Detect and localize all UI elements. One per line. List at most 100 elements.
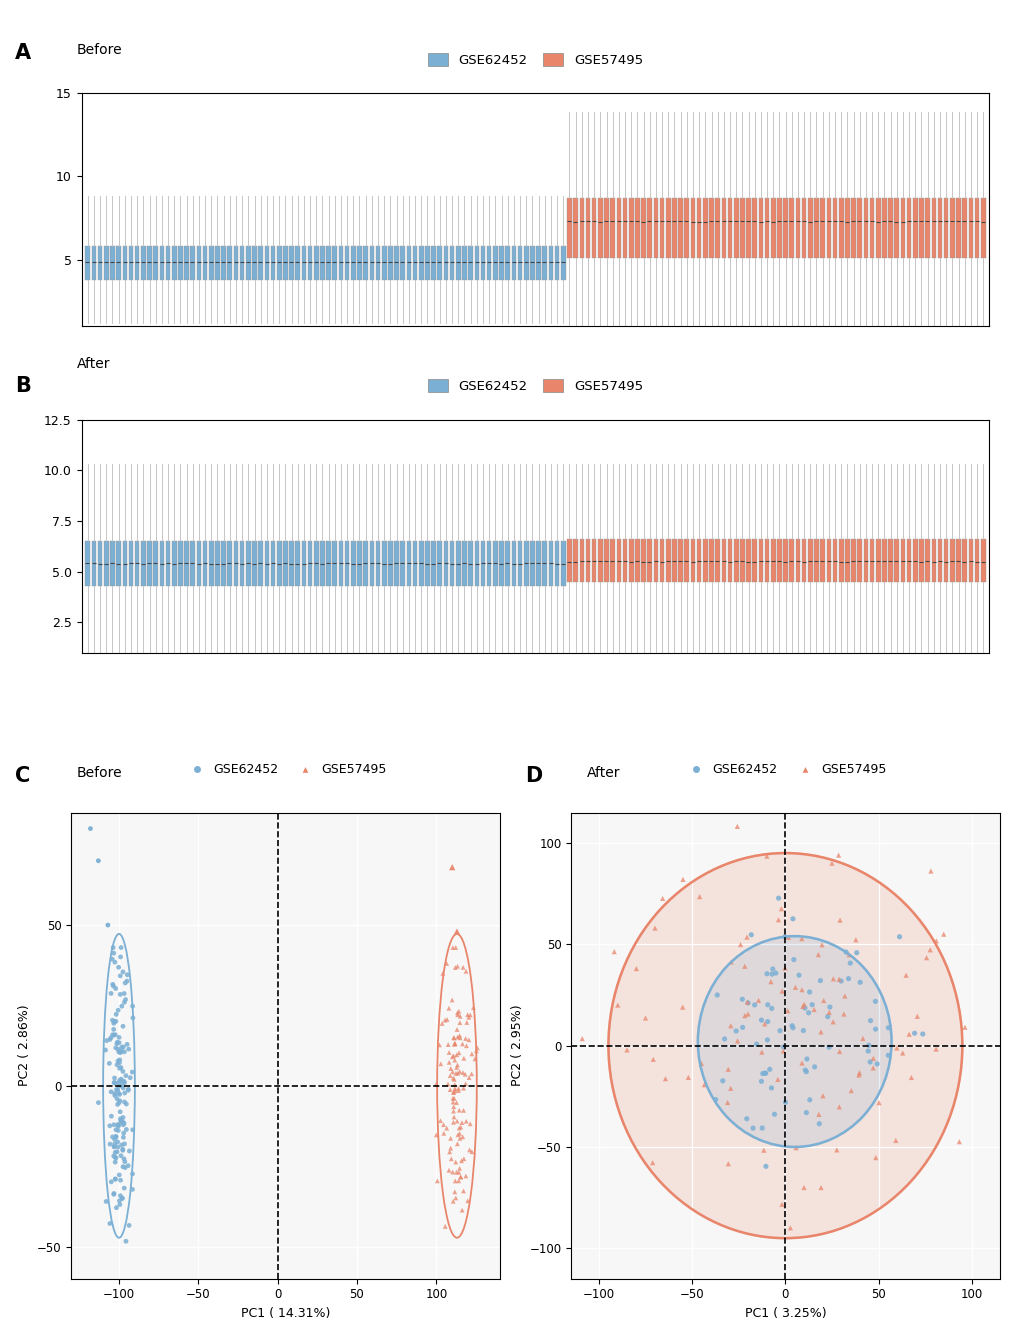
PathPatch shape [344,245,350,280]
Point [753,1042,769,1063]
Point [109,1079,125,1100]
PathPatch shape [585,539,590,582]
PathPatch shape [498,245,503,280]
Point [809,944,825,966]
Point [755,1139,771,1160]
Point [109,1094,125,1115]
Point [866,991,882,1012]
Point [111,1042,127,1063]
PathPatch shape [720,198,726,258]
Text: Before: Before [76,43,122,57]
PathPatch shape [387,541,392,586]
PathPatch shape [752,198,756,258]
Point [451,1027,468,1048]
PathPatch shape [629,198,633,258]
Point [442,1128,459,1150]
PathPatch shape [647,198,651,258]
Ellipse shape [697,936,891,1147]
Point [114,1060,130,1082]
Point [113,1111,129,1132]
Point [111,1191,127,1212]
Point [451,1024,468,1046]
Point [448,1002,465,1023]
Point [764,958,781,979]
Point [106,1128,122,1150]
Point [739,991,755,1012]
Point [117,1066,133,1087]
Point [451,1006,468,1027]
Point [773,1193,790,1215]
Point [773,980,790,1002]
PathPatch shape [980,539,984,582]
Point [851,1062,867,1083]
Point [106,1136,122,1158]
PathPatch shape [86,541,90,586]
Point [106,943,122,964]
Point [758,1030,774,1051]
Point [452,1167,469,1188]
Point [113,936,129,958]
PathPatch shape [838,539,843,582]
Point [454,956,471,978]
Point [656,1068,673,1090]
PathPatch shape [332,541,337,586]
Point [454,1078,471,1099]
Point [115,1015,131,1036]
Point [830,1096,847,1118]
PathPatch shape [974,198,978,258]
Point [805,999,821,1020]
Point [113,1146,129,1167]
Point [445,1082,462,1103]
PathPatch shape [394,541,398,586]
Point [106,1183,122,1204]
Point [438,952,454,974]
Point [823,852,840,874]
PathPatch shape [135,245,140,280]
PathPatch shape [326,245,330,280]
Point [753,1010,769,1031]
PathPatch shape [110,541,115,586]
PathPatch shape [857,198,861,258]
Point [451,1128,468,1150]
Point [111,1114,127,1135]
Point [779,1000,795,1022]
Point [110,1120,126,1142]
PathPatch shape [635,539,639,582]
PathPatch shape [714,539,719,582]
Point [110,1116,126,1138]
Point [757,1156,773,1177]
PathPatch shape [974,539,978,582]
Point [784,1015,800,1036]
PathPatch shape [387,245,392,280]
Point [108,1127,124,1148]
PathPatch shape [653,539,657,582]
Point [106,1134,122,1155]
Point [736,1004,752,1026]
Point [753,1118,769,1139]
PathPatch shape [665,198,669,258]
Point [104,1010,120,1031]
Point [759,994,775,1015]
Point [109,1088,125,1110]
Point [467,1048,483,1070]
PathPatch shape [351,245,356,280]
PathPatch shape [641,198,645,258]
PathPatch shape [128,245,133,280]
Point [870,1092,887,1114]
PathPatch shape [684,539,689,582]
PathPatch shape [936,198,942,258]
PathPatch shape [696,539,701,582]
PathPatch shape [795,198,800,258]
PathPatch shape [968,198,972,258]
Point [675,868,691,890]
Point [435,1123,451,1144]
PathPatch shape [172,245,176,280]
Text: C: C [15,766,31,786]
Point [646,918,662,939]
PathPatch shape [702,198,707,258]
Point [436,1010,452,1031]
PathPatch shape [320,245,324,280]
PathPatch shape [615,198,621,258]
Point [104,1127,120,1148]
PathPatch shape [659,539,663,582]
